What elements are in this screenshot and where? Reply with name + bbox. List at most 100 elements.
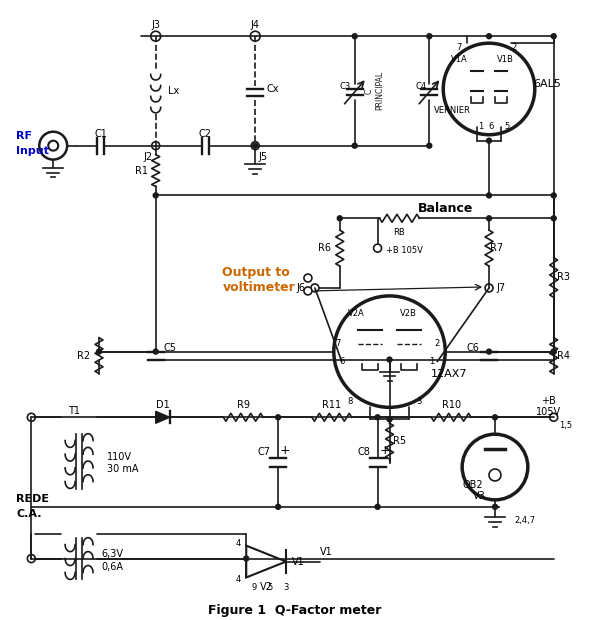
Circle shape (304, 274, 312, 282)
Circle shape (487, 349, 491, 354)
Text: V1: V1 (320, 547, 333, 557)
Text: 1: 1 (429, 357, 434, 366)
Circle shape (551, 193, 556, 198)
Text: V2A: V2A (348, 309, 365, 318)
Circle shape (311, 284, 319, 292)
Circle shape (153, 193, 158, 198)
Text: C4: C4 (416, 82, 427, 92)
Circle shape (387, 417, 392, 422)
Text: 6AL5: 6AL5 (533, 79, 560, 89)
Text: V2B: V2B (399, 309, 417, 318)
Circle shape (276, 415, 281, 420)
Circle shape (250, 31, 260, 41)
Text: 3: 3 (417, 397, 422, 406)
Text: 110V: 110V (107, 452, 132, 462)
Text: 1,5: 1,5 (559, 421, 572, 430)
Text: V1: V1 (291, 557, 304, 567)
Text: 12AX7: 12AX7 (431, 368, 468, 378)
Circle shape (152, 142, 160, 149)
Circle shape (493, 415, 497, 420)
Circle shape (352, 143, 357, 148)
Text: Lx: Lx (168, 86, 179, 96)
Text: J2: J2 (143, 152, 152, 162)
Text: 30 mA: 30 mA (107, 464, 139, 474)
Text: V1A: V1A (451, 55, 468, 64)
Text: OB2: OB2 (463, 480, 483, 490)
Circle shape (487, 33, 491, 38)
Text: 1: 1 (478, 122, 484, 131)
Text: 3: 3 (283, 583, 289, 592)
Text: J3: J3 (151, 20, 160, 30)
Circle shape (485, 284, 493, 292)
Text: R9: R9 (237, 401, 250, 410)
Text: 6: 6 (339, 357, 345, 366)
Text: 5: 5 (504, 122, 510, 131)
Text: R10: R10 (442, 401, 461, 410)
Text: C5: C5 (163, 343, 176, 353)
Circle shape (487, 193, 491, 198)
Circle shape (551, 349, 556, 354)
Text: REDE: REDE (17, 494, 50, 504)
Circle shape (489, 469, 501, 481)
Circle shape (375, 504, 380, 509)
Circle shape (97, 349, 101, 354)
Text: R4: R4 (557, 350, 570, 361)
Circle shape (493, 504, 497, 509)
Text: Output to: Output to (222, 265, 290, 278)
Circle shape (304, 287, 312, 295)
Circle shape (387, 357, 392, 362)
Circle shape (487, 138, 491, 143)
Text: 105V: 105V (536, 407, 561, 417)
Text: 2: 2 (435, 339, 440, 348)
Circle shape (337, 216, 342, 221)
Text: +B 105V: +B 105V (385, 246, 422, 255)
Text: R6: R6 (319, 243, 332, 253)
Circle shape (150, 31, 160, 41)
Circle shape (253, 143, 258, 148)
Circle shape (373, 244, 382, 252)
Text: 7: 7 (335, 339, 340, 348)
Text: Input: Input (17, 146, 50, 156)
Text: J5: J5 (258, 152, 268, 162)
Text: +: + (280, 444, 290, 456)
Text: Figure 1  Q-Factor meter: Figure 1 Q-Factor meter (208, 604, 382, 617)
Text: C.A.: C.A. (17, 509, 42, 519)
Text: 2,4,7: 2,4,7 (515, 516, 536, 525)
Text: C6: C6 (467, 343, 480, 353)
Text: VERNIER: VERNIER (434, 107, 471, 115)
Circle shape (427, 143, 432, 148)
Text: 6: 6 (489, 122, 494, 131)
Polygon shape (156, 411, 170, 423)
Text: R7: R7 (490, 243, 503, 253)
Text: R5: R5 (393, 436, 406, 446)
Text: C7: C7 (258, 447, 271, 457)
Text: 2: 2 (512, 43, 516, 51)
Text: J4: J4 (251, 20, 260, 30)
Text: R11: R11 (322, 401, 342, 410)
Text: RF: RF (17, 131, 32, 141)
Circle shape (551, 33, 556, 38)
Text: C3: C3 (339, 82, 350, 92)
Text: 8: 8 (347, 397, 352, 406)
Text: Balance: Balance (417, 202, 473, 215)
Text: 4: 4 (235, 575, 241, 584)
Text: V2: V2 (260, 582, 273, 593)
Circle shape (251, 142, 259, 149)
Circle shape (153, 349, 158, 354)
Circle shape (375, 415, 380, 420)
Circle shape (352, 33, 357, 38)
Text: 4: 4 (235, 539, 241, 548)
Text: 7: 7 (457, 43, 462, 51)
Circle shape (27, 555, 35, 562)
Text: J6: J6 (296, 283, 306, 293)
Text: R3: R3 (557, 273, 570, 283)
Circle shape (427, 33, 432, 38)
Circle shape (276, 504, 281, 509)
Text: V3: V3 (473, 491, 486, 501)
Circle shape (551, 349, 556, 354)
Text: +: + (379, 444, 390, 456)
Text: +B: +B (542, 396, 556, 406)
Circle shape (27, 414, 35, 421)
Text: C2: C2 (199, 129, 212, 139)
Text: voltimeter: voltimeter (222, 281, 295, 294)
